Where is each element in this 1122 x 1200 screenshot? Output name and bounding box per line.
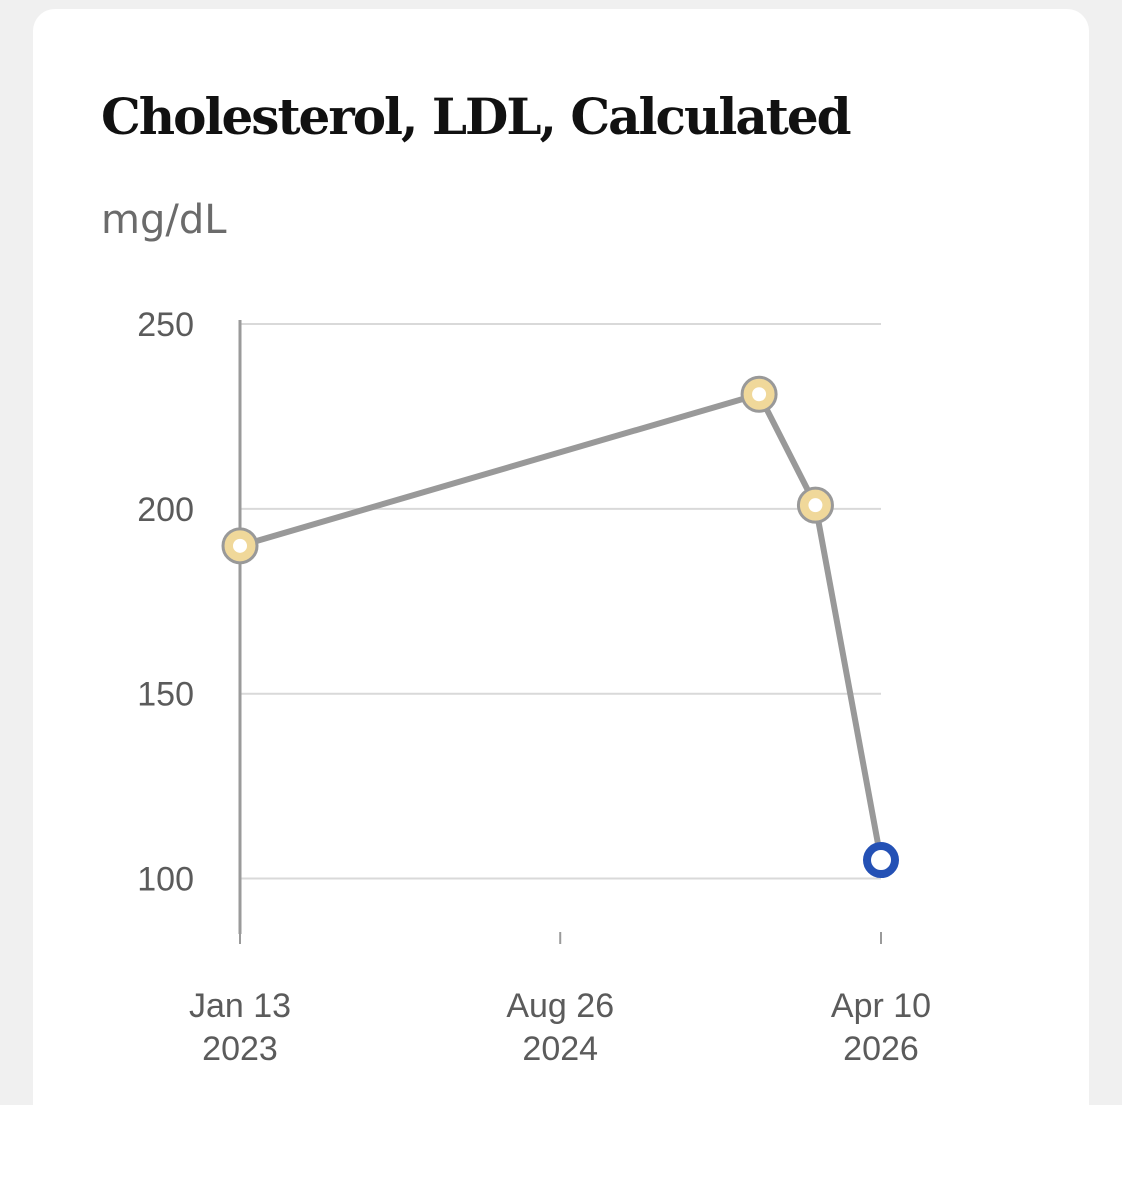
- data-point-center: [752, 387, 767, 402]
- x-tick-label-date: Aug 26: [506, 987, 614, 1025]
- ldl-line-chart: 100 150 200 250 Jan 13 2023 Aug 26 2024 Apr 10 20…: [137, 306, 931, 1068]
- y-tick-label: 150: [137, 676, 194, 714]
- y-tick-label: 100: [137, 861, 194, 899]
- series-line: [237, 391, 884, 864]
- bottom-area: [0, 1105, 1122, 1200]
- result-card: Cholesterol, LDL, Calculated mg/dL: [33, 9, 1089, 1149]
- x-tick-label-year: 2024: [522, 1030, 598, 1068]
- data-point-center: [233, 538, 247, 553]
- x-tick-label-year: 2026: [843, 1030, 919, 1068]
- x-tick-label-date: Jan 13: [189, 987, 291, 1025]
- chart-title: Cholesterol, LDL, Calculated: [101, 87, 852, 146]
- x-tick-label-year: 2023: [202, 1030, 278, 1068]
- data-point-center: [808, 498, 823, 513]
- y-tick-label: 250: [137, 306, 194, 344]
- unit-label: mg/dL: [101, 197, 227, 243]
- x-tick-label-date: Apr 10: [831, 987, 931, 1025]
- y-tick-label: 200: [137, 491, 194, 529]
- data-point-latest[interactable]: [863, 842, 899, 879]
